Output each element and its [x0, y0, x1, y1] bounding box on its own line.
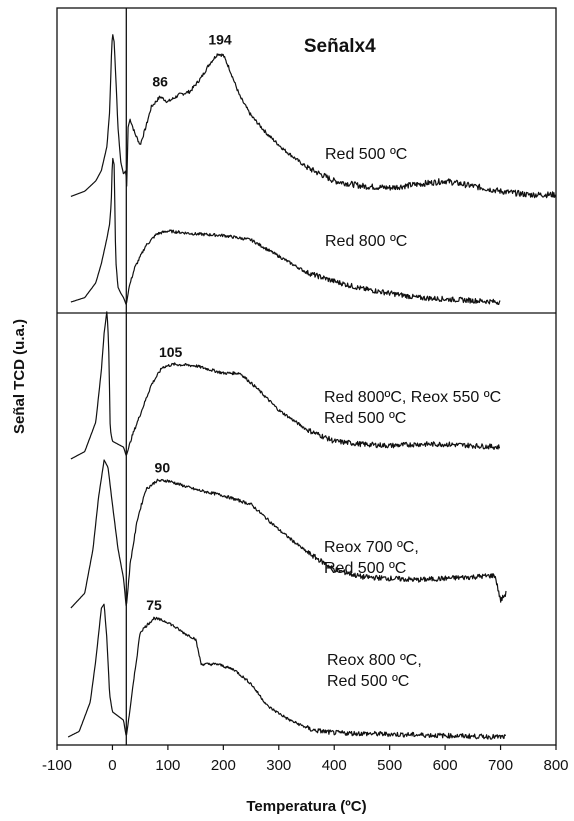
series-label: Red 500 ºC — [324, 560, 406, 577]
series-label: Reox 800 ºC, — [327, 652, 422, 669]
series-trace — [70, 34, 557, 199]
peak-label: 90 — [155, 460, 171, 476]
series-label: Red 800ºC, Reox 550 ºC — [324, 389, 501, 406]
x-axis-title: Temperatura (ºC) — [246, 798, 366, 815]
x-tick-label: -100 — [42, 757, 72, 774]
peak-label: 194 — [208, 31, 232, 47]
x-tick-label: 800 — [543, 757, 568, 774]
x-tick-label: 200 — [211, 757, 236, 774]
x-tick-label: 300 — [266, 757, 291, 774]
y-axis-title: Señal TCD (u.a.) — [11, 319, 28, 434]
series-label: Red 500 ºC — [325, 146, 407, 163]
x-tick-label: 0 — [108, 757, 116, 774]
series-trace — [67, 603, 506, 740]
peak-label: 75 — [146, 597, 162, 613]
x-tick-label: 700 — [488, 757, 513, 774]
series-label: Reox 700 ºC, — [324, 539, 419, 556]
peak-label: 86 — [152, 74, 168, 90]
series-label: Red 500 ºC — [327, 673, 409, 690]
series-trace — [70, 157, 501, 305]
series-trace — [70, 311, 500, 460]
series-trace — [70, 459, 507, 609]
series-label: Red 800 ºC — [325, 233, 407, 250]
signal-annotation: Señalx4 — [304, 36, 376, 57]
plot-frame — [56, 7, 557, 746]
x-tick-label: 400 — [322, 757, 347, 774]
x-tick-label: 100 — [155, 757, 180, 774]
x-tick-label: 500 — [377, 757, 402, 774]
series-label: Red 500 ºC — [324, 410, 406, 427]
peak-label: 105 — [159, 344, 183, 360]
x-tick-label: 600 — [433, 757, 458, 774]
